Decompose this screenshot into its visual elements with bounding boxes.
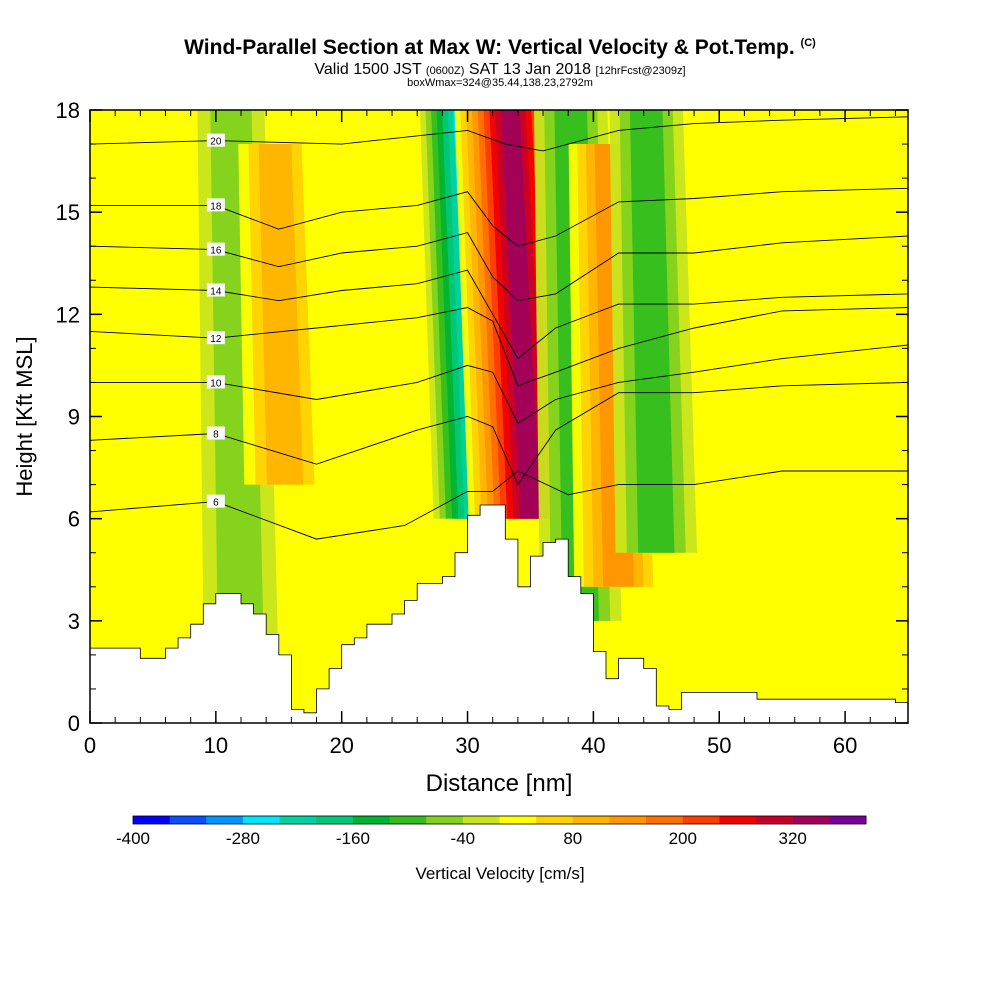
theta-contour-line (90, 307, 908, 387)
velocity-feature (792, 110, 867, 689)
velocity-feature (238, 144, 326, 485)
colorbar-cell (572, 816, 610, 824)
colorbar-cell (426, 816, 464, 824)
x-tick-label: 40 (581, 733, 605, 758)
theta-contour-label: 8 (213, 430, 219, 441)
theta-label-box (206, 283, 225, 297)
theta-contour-line (90, 232, 908, 302)
theta-contour-line (90, 269, 908, 360)
colorbar-tick-label: 320 (779, 829, 807, 848)
colorbar-cell (646, 816, 684, 824)
theta-label-box (206, 494, 225, 508)
theta-label-box (206, 133, 225, 147)
theta-label-box (206, 242, 225, 256)
colorbar-cell (682, 816, 720, 824)
y-tick-label: 3 (68, 609, 80, 634)
valid-time: Valid 1500 JST (0600Z) SAT 13 Jan 2018 [… (0, 61, 1000, 79)
theta-contour-label: 20 (210, 137, 222, 148)
theta-contour-label: 12 (210, 334, 222, 345)
colorbar-tick-label: -400 (116, 829, 150, 848)
theta-contour-label: 6 (213, 498, 219, 509)
theta-contours: 6 8 10 12 14 16 18 20 (90, 116, 908, 540)
colorbar-cell (719, 816, 757, 824)
theta-contour-line (90, 116, 908, 152)
forecast-info: [12hrFcst@2309z] (595, 65, 686, 77)
chart-title: Wind-Parallel Section at Max W: Vertical… (184, 36, 816, 59)
y-tick-label: 0 (68, 711, 80, 736)
x-tick-label: 20 (329, 733, 353, 758)
theta-contour-line (90, 470, 908, 540)
valid-date: SAT 13 Jan 2018 (468, 61, 592, 78)
colorbar-cell (352, 816, 391, 824)
title-tag: (C) (800, 37, 816, 49)
box-info: boxWmax=324@35.44,138.23,2792m (407, 77, 593, 89)
colorbar-cell (499, 816, 537, 824)
colorbar-cell (279, 816, 317, 824)
colorbar-tick-label: -280 (226, 829, 260, 848)
colorbar-cell (536, 816, 574, 824)
theta-contour-label: 10 (210, 378, 222, 389)
y-tick-label: 6 (68, 507, 80, 532)
colorbar-tick-label: 200 (669, 829, 697, 848)
colorbar-cell (462, 816, 500, 824)
colorbar-cell (316, 816, 354, 824)
colorbar-frame (132, 815, 867, 825)
x-tick-label: 0 (84, 733, 96, 758)
colorbar-cell (242, 816, 281, 824)
valid-prefix: Valid 1500 JST (314, 61, 422, 78)
colorbar-cell (133, 816, 171, 824)
colorbar-tick-label: -40 (451, 829, 476, 848)
valid-zulu: (0600Z) (425, 65, 465, 77)
x-tick-label: 60 (833, 733, 857, 758)
terrain (89, 504, 909, 724)
colorbar-tick-label: -160 (336, 829, 370, 848)
theta-contour-line (90, 344, 908, 424)
x-tick-label: 30 (455, 733, 479, 758)
velocity-feature (609, 110, 698, 553)
x-tick-label: 50 (707, 733, 731, 758)
theta-contour-line (90, 381, 908, 486)
theta-label-box (206, 198, 225, 212)
x-tick-label: 10 (204, 733, 228, 758)
y-tick-label: 15 (56, 200, 80, 225)
x-axis-label: Distance [nm] (426, 770, 573, 797)
theta-label-box (206, 426, 225, 440)
colorbar-cell (169, 816, 207, 824)
colorbar-cell (792, 816, 830, 824)
y-tick-label: 18 (56, 98, 80, 123)
velocity-band (501, 110, 541, 519)
colorbar-cell (756, 816, 794, 824)
colorbar-cell (389, 816, 427, 824)
colorbar-cell (609, 816, 647, 824)
colorbar: -400 -280 -160 -40 80 200 320 (116, 815, 867, 848)
colorbar-tick-label: 80 (563, 829, 582, 848)
colorbar-title: Vertical Velocity [cm/s] (415, 864, 585, 883)
velocity-band (629, 110, 675, 553)
y-tick-label: 12 (56, 302, 80, 327)
theta-contour-label: 18 (210, 201, 222, 212)
colorbar-cell (829, 816, 867, 824)
velocity-band (792, 110, 867, 689)
axes: 0 10 20 30 40 50 60 0 3 6 9 12 15 18 Distance [nm] Heig… (12, 98, 908, 797)
theta-label-box (206, 331, 225, 345)
theta-contour-label: 14 (210, 286, 222, 297)
colorbar-cell (206, 816, 244, 824)
y-tick-label: 9 (68, 405, 80, 430)
theta-contour-label: 16 (210, 246, 222, 257)
theta-contour-line (90, 187, 908, 247)
velocity-band (258, 144, 304, 485)
theta-label-box (206, 375, 225, 389)
y-axis-label: Height [Kft MSL] (12, 336, 37, 496)
